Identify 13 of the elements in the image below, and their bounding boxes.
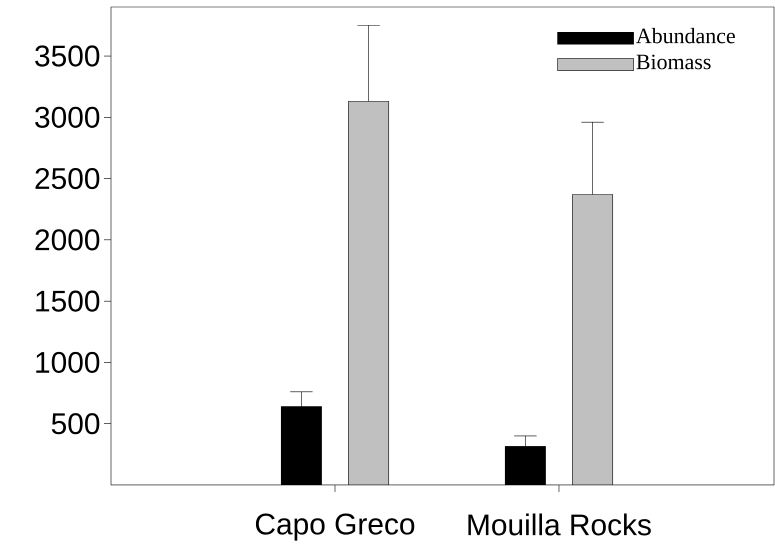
legend-label: Abundance — [636, 28, 735, 44]
y-tick-label: 2000 — [36, 229, 100, 250]
x-tick-label: Capo Greco — [256, 514, 414, 541]
bar — [348, 101, 390, 485]
y-tick-label: 1000 — [36, 352, 100, 374]
y-tick-label: 3500 — [35, 45, 100, 67]
legend-label: Biomass — [636, 54, 711, 70]
y-tick-label: 500 — [52, 413, 100, 434]
bar — [572, 194, 614, 485]
x-tick-label: Mouilla Rocks — [468, 514, 651, 536]
y-tick-label: 3000 — [35, 106, 100, 128]
y-tick-label: 2500 — [36, 168, 100, 190]
y-tick-label: 1500 — [36, 290, 100, 312]
